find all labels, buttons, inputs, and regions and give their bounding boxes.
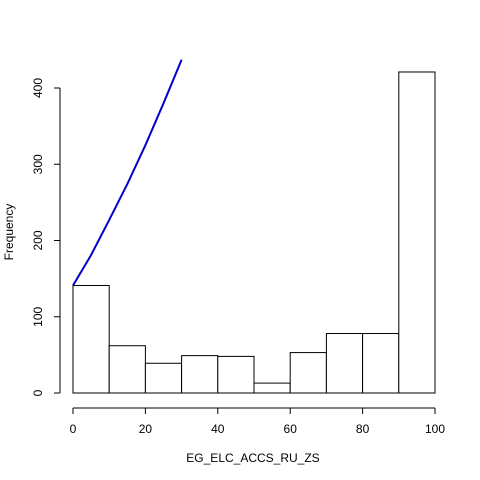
histogram-bars <box>72 71 436 394</box>
y-tick-label: 400 <box>31 78 45 98</box>
x-tick-label: 100 <box>425 422 445 436</box>
histogram-bar <box>181 355 219 394</box>
overlay-curve-line <box>72 59 183 287</box>
x-tick-label: 60 <box>284 422 298 436</box>
histogram-bar <box>108 345 146 394</box>
histogram-bar <box>253 382 291 394</box>
y-tick-label: 0 <box>31 389 45 396</box>
overlay-curve-layer <box>72 59 183 287</box>
x-tick-label: 40 <box>211 422 225 436</box>
x-axis: 0 20 40 60 80 100 <box>70 407 445 436</box>
y-tick-label: 100 <box>31 306 45 326</box>
x-axis-label: EG_ELC_ACCS_RU_ZS <box>186 451 319 465</box>
y-axis: 0 100 200 300 400 <box>31 78 61 396</box>
y-tick-label: 300 <box>31 154 45 174</box>
histogram-bar <box>72 284 110 394</box>
x-tick-label: 0 <box>70 422 77 436</box>
histogram-bar <box>398 71 436 394</box>
histogram-bar <box>217 355 255 394</box>
histogram-bar <box>325 333 364 394</box>
y-tick-label: 200 <box>31 230 45 250</box>
x-tick-label: 20 <box>139 422 153 436</box>
histogram-bar <box>144 362 183 394</box>
y-axis-label: Frequency <box>2 204 16 261</box>
x-tick-label: 80 <box>356 422 370 436</box>
histogram-bar <box>362 333 400 394</box>
histogram-bar <box>289 352 327 394</box>
